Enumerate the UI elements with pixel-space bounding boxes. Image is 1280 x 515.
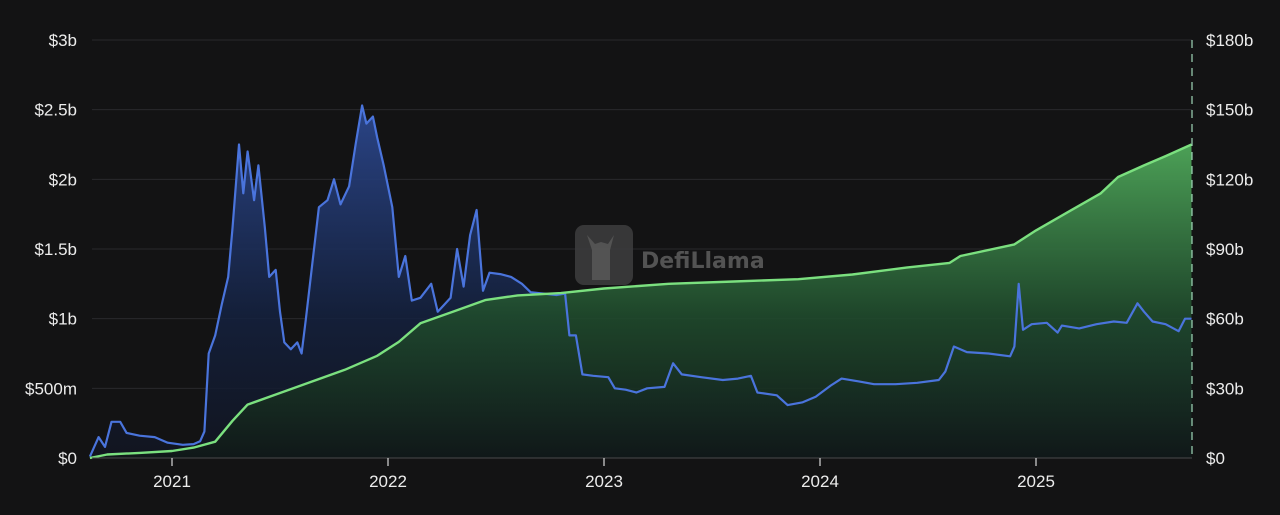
x-axis-tick-label: 2023 (585, 472, 623, 491)
right-axis-tick: $90b (1206, 240, 1244, 259)
series-a-line (88, 104, 1192, 458)
x-axis: 2021 2022 2023 2024 2025 (153, 458, 1055, 491)
right-axis-tick: $30b (1206, 379, 1244, 398)
left-axis-tick: $1.5b (34, 240, 77, 259)
left-axis-tick: $2.5b (34, 101, 77, 120)
left-axis: $0 $500m $1b $1.5b $2b $2.5b $3b (25, 31, 77, 468)
x-axis-tick-label: 2024 (801, 472, 839, 491)
left-axis-tick: $3b (49, 31, 77, 50)
llama-silhouette-icon (587, 235, 614, 280)
left-axis-tick: $1b (49, 310, 77, 329)
series-b-line (89, 143, 1192, 460)
right-axis-tick: $120b (1206, 170, 1253, 189)
watermark: DefiLlama (575, 225, 765, 285)
right-axis-tick: $150b (1206, 101, 1253, 120)
series-b-area (89, 144, 1192, 458)
x-axis-tick-label: 2025 (1017, 472, 1055, 491)
watermark-text: DefiLlama (641, 249, 765, 274)
right-axis-tick: $60b (1206, 310, 1244, 329)
x-axis-tick-label: 2021 (153, 472, 191, 491)
left-axis-tick: $500m (25, 379, 77, 398)
right-axis-tick: $0 (1206, 449, 1225, 468)
x-axis-tick-label: 2022 (369, 472, 407, 491)
left-axis-tick: $0 (58, 449, 77, 468)
right-axis: $0 $30b $60b $90b $120b $150b $180b (1206, 31, 1253, 468)
left-axis-tick: $2b (49, 170, 77, 189)
right-axis-tick: $180b (1206, 31, 1253, 50)
